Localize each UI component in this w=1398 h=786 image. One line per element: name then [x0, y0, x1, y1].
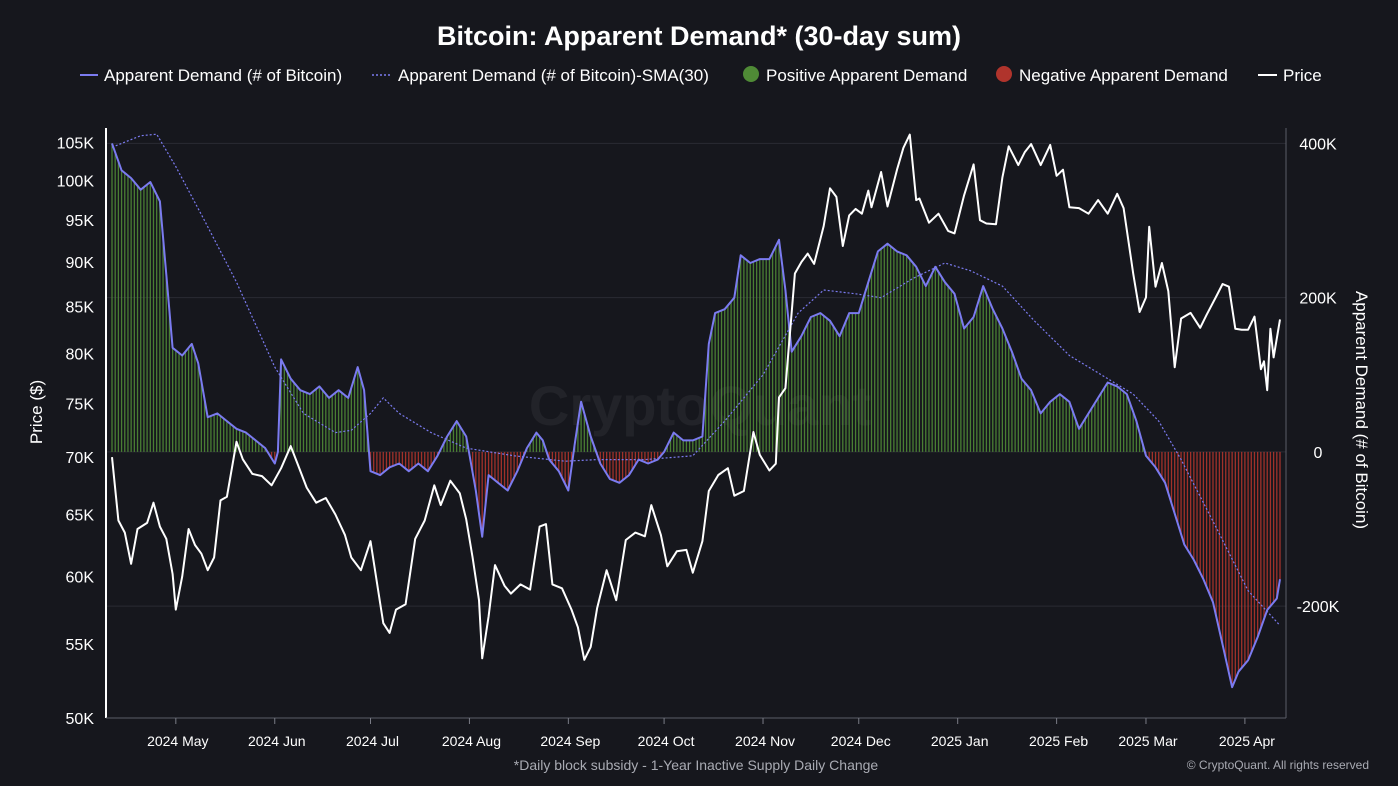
footnote: *Daily block subsidy - 1-Year Inactive S…: [514, 757, 879, 773]
x-tick-label: 2024 Aug: [442, 733, 501, 749]
legend-label-demand: Apparent Demand (# of Bitcoin): [104, 66, 342, 85]
left-tick-label: 85K: [66, 300, 95, 317]
left-tick-label: 80K: [66, 347, 95, 364]
demand-line: [111, 143, 1281, 689]
x-tick-label: 2024 May: [147, 733, 208, 749]
legend-item-positive[interactable]: Positive Apparent Demand: [743, 66, 967, 85]
right-tick-label: -200K: [1297, 599, 1340, 616]
right-axis-ticks: -200K 0 200K 400K: [1297, 136, 1340, 616]
left-tick-label: 90K: [66, 255, 95, 272]
right-tick-label: 0: [1314, 445, 1323, 462]
left-tick-label: 60K: [66, 570, 95, 587]
legend-swatch-negative: [996, 66, 1012, 82]
x-tick-label: 2025 Mar: [1118, 733, 1177, 749]
price-line: [111, 133, 1281, 661]
right-tick-label: 200K: [1299, 291, 1337, 308]
x-tick-label: 2024 Nov: [735, 733, 795, 749]
x-tick-label: 2025 Apr: [1219, 733, 1275, 749]
left-tick-label: 75K: [66, 397, 95, 414]
left-axis-ticks: 50K 55K 60K 65K 70K 75K 80K 85K 90K 95K 100K 105K: [57, 136, 95, 728]
legend-item-sma[interactable]: Apparent Demand (# of Bitcoin)-SMA(30): [372, 66, 709, 85]
x-tick-label: 2024 Jul: [346, 733, 399, 749]
left-tick-label: 70K: [66, 450, 95, 467]
legend-label-negative: Negative Apparent Demand: [1019, 66, 1228, 85]
x-tick-label: 2025 Feb: [1029, 733, 1088, 749]
series-lines: [111, 133, 1281, 689]
left-axis-label: Price ($): [27, 380, 46, 444]
left-tick-label: 105K: [57, 136, 95, 153]
left-tick-label: 50K: [66, 711, 95, 728]
left-tick-label: 55K: [66, 637, 95, 654]
x-tick-label: 2024 Jun: [248, 733, 306, 749]
x-tick-label: 2024 Dec: [831, 733, 891, 749]
right-axis-label: Apparent Demand (# of Bitcoin): [1352, 291, 1371, 529]
right-tick-label: 400K: [1299, 136, 1337, 153]
x-tick-label: 2024 Sep: [540, 733, 600, 749]
legend-swatch-positive: [743, 66, 759, 82]
x-axis-ticks: 2024 May 2024 Jun 2024 Jul 2024 Aug 2024 Sep…: [147, 718, 1275, 749]
left-tick-label: 95K: [66, 213, 95, 230]
legend-label-positive: Positive Apparent Demand: [766, 66, 967, 85]
chart-title: Bitcoin: Apparent Demand* (30-day sum): [437, 21, 961, 51]
legend-item-demand[interactable]: Apparent Demand (# of Bitcoin): [80, 66, 342, 85]
legend-item-negative[interactable]: Negative Apparent Demand: [996, 66, 1228, 85]
legend-label-sma: Apparent Demand (# of Bitcoin)-SMA(30): [398, 66, 709, 85]
left-tick-label: 65K: [66, 508, 95, 525]
demand-bars: [111, 143, 1281, 688]
left-tick-label: 100K: [57, 173, 95, 190]
copyright: © CryptoQuant. All rights reserved: [1187, 758, 1369, 772]
legend-item-price[interactable]: Price: [1258, 66, 1322, 85]
x-tick-label: 2024 Oct: [638, 733, 695, 749]
legend-label-price: Price: [1283, 66, 1322, 85]
legend: Apparent Demand (# of Bitcoin) Apparent …: [80, 66, 1322, 85]
x-tick-label: 2025 Jan: [931, 733, 989, 749]
